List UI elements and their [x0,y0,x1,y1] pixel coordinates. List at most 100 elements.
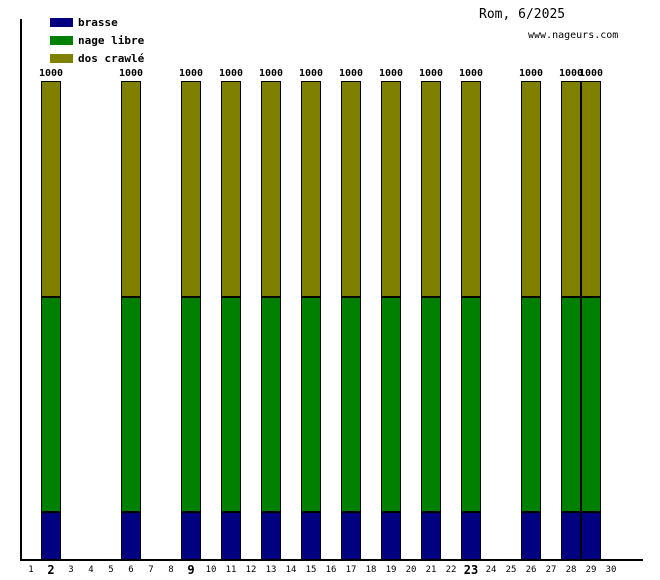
bar-segment-dos-crawlé [341,81,361,297]
x-axis-label-13: 13 [265,565,277,575]
x-axis-label-4: 4 [88,565,94,575]
bar-total-label-day-17: 1000 [339,68,364,79]
bar-segment-dos-crawlé [561,81,581,297]
x-axis-label-8: 8 [168,565,174,575]
bar-total-label-day-26: 1000 [519,68,544,79]
bar-total-label-day-28: 1000 [559,68,584,79]
bar-segment-dos-crawlé [121,81,141,297]
bar-total-label-day-11: 1000 [219,68,244,79]
x-axis-label-21: 21 [425,565,437,575]
bar-day-2 [41,81,61,560]
x-axis-label-18: 18 [365,565,377,575]
x-axis-label-3: 3 [68,565,74,575]
bar-total-label-day-23: 1000 [459,68,484,79]
bar-total-label-day-19: 1000 [379,68,404,79]
bar-segment-brasse [381,512,401,560]
x-axis-label-19: 19 [385,565,397,575]
bar-day-21 [421,81,441,560]
bar-total-label-day-2: 1000 [39,68,64,79]
x-axis-label-22: 22 [445,565,457,575]
bar-segment-nage-libre [581,297,601,512]
bar-day-15 [301,81,321,560]
legend-swatch-nage-libre [50,35,73,45]
website-watermark: www.nageurs.com [528,30,619,41]
x-axis-label-12: 12 [245,565,257,575]
legend-label: brasse [78,15,118,29]
bar-segment-brasse [581,512,601,560]
bar-day-11 [221,81,241,560]
bar-segment-dos-crawlé [581,81,601,297]
bar-total-label-day-21: 1000 [419,68,444,79]
bar-segment-dos-crawlé [381,81,401,297]
bar-segment-nage-libre [341,297,361,512]
bar-segment-brasse [521,512,541,560]
x-axis-label-5: 5 [108,565,114,575]
x-axis-label-17: 17 [345,565,357,575]
bar-day-17 [341,81,361,560]
x-axis-label-25: 25 [505,565,517,575]
bar-segment-nage-libre [421,297,441,512]
legend-label: dos crawlé [78,51,145,65]
bar-segment-brasse [121,512,141,560]
bar-segment-brasse [341,512,361,560]
legend-item-nage-libre: nage libre [50,33,145,47]
bar-total-label-day-15: 1000 [299,68,324,79]
bar-day-28 [561,81,581,560]
x-axis-label-23: 23 [463,563,479,577]
x-axis-label-7: 7 [148,565,154,575]
bar-total-label-day-29: 1000 [579,68,604,79]
y-axis-line [20,19,22,561]
bar-segment-nage-libre [381,297,401,512]
x-axis-label-26: 26 [525,565,537,575]
legend-item-dos-crawlé: dos crawlé [50,51,145,65]
legend-swatch-brasse [50,17,73,27]
bar-segment-nage-libre [261,297,281,512]
x-axis-line [20,559,643,561]
x-axis-label-14: 14 [285,565,297,575]
legend-item-brasse: brasse [50,15,118,29]
bar-segment-nage-libre [221,297,241,512]
x-axis-label-29: 29 [585,565,597,575]
bar-segment-dos-crawlé [221,81,241,297]
bar-day-9 [181,81,201,560]
legend-label: nage libre [78,33,145,47]
bar-day-13 [261,81,281,560]
bar-segment-nage-libre [121,297,141,512]
bar-segment-nage-libre [521,297,541,512]
bar-segment-dos-crawlé [301,81,321,297]
x-axis-label-11: 11 [225,565,237,575]
bar-segment-brasse [261,512,281,560]
bar-total-label-day-9: 1000 [179,68,204,79]
x-axis-label-30: 30 [605,565,617,575]
x-axis-label-16: 16 [325,565,337,575]
x-axis-label-6: 6 [128,565,134,575]
bar-total-label-day-13: 1000 [259,68,284,79]
x-axis-label-1: 1 [28,565,34,575]
legend-swatch-dos-crawlé [50,53,73,63]
bar-segment-nage-libre [561,297,581,512]
x-axis-label-28: 28 [565,565,577,575]
bar-segment-nage-libre [461,297,481,512]
bar-segment-nage-libre [41,297,61,512]
bar-segment-brasse [301,512,321,560]
bar-day-23 [461,81,481,560]
x-axis-label-10: 10 [205,565,217,575]
bar-day-6 [121,81,141,560]
bar-day-29 [581,81,601,560]
bar-segment-dos-crawlé [261,81,281,297]
bar-segment-nage-libre [301,297,321,512]
bar-segment-dos-crawlé [181,81,201,297]
x-axis-label-24: 24 [485,565,497,575]
bar-segment-dos-crawlé [461,81,481,297]
bar-segment-brasse [421,512,441,560]
x-axis-label-9: 9 [187,563,195,577]
bar-segment-nage-libre [181,297,201,512]
bar-segment-brasse [561,512,581,560]
bar-day-26 [521,81,541,560]
x-axis-label-27: 27 [545,565,557,575]
bar-segment-dos-crawlé [521,81,541,297]
bar-day-19 [381,81,401,560]
chart-title: Rom, 6/2025 [479,7,566,22]
x-axis-label-20: 20 [405,565,417,575]
